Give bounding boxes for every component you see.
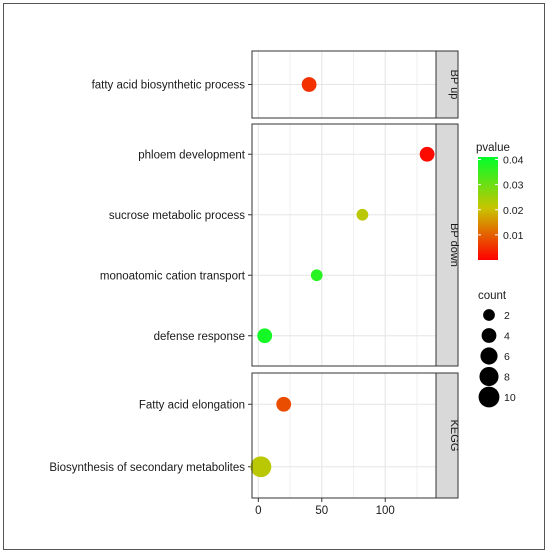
panel-background xyxy=(252,124,436,366)
y-tick-label: fatty acid biosynthetic process xyxy=(92,80,246,92)
colorbar-tick-label: 0.01 xyxy=(503,230,524,242)
colorbar-tick-label: 0.02 xyxy=(503,205,524,217)
facet-strip xyxy=(435,123,459,367)
legend-size-key xyxy=(483,309,495,321)
y-tick-label: Biosynthesis of secondary metabolites xyxy=(49,462,245,474)
data-point xyxy=(310,269,323,282)
colorbar-tick-label: 0.04 xyxy=(503,155,524,167)
facet-strip xyxy=(435,372,459,499)
data-point xyxy=(257,328,273,344)
data-point xyxy=(356,208,369,221)
pvalue-colorbar xyxy=(478,157,498,260)
legend-size-label: 8 xyxy=(504,372,510,384)
data-point xyxy=(301,77,317,92)
data-point xyxy=(250,456,272,478)
colorbar-tick-label: 0.03 xyxy=(503,180,524,192)
y-tick-label: monoatomic cation transport xyxy=(100,270,246,282)
x-tick-label: 100 xyxy=(376,505,395,517)
panel-background xyxy=(252,373,436,498)
facet-strip-label: KEGG xyxy=(448,420,460,452)
legend-size-key xyxy=(481,328,497,343)
data-point xyxy=(419,146,435,162)
legend-size-label: 4 xyxy=(504,331,510,343)
legend-pvalue-title: pvalue xyxy=(476,142,510,154)
x-tick-label: 50 xyxy=(315,505,328,517)
y-tick-label: defense response xyxy=(154,331,245,343)
legend-size-key xyxy=(478,386,500,408)
legend-size-label: 2 xyxy=(504,310,510,322)
facet-strip-label: BP up xyxy=(448,70,460,100)
legend-size-key xyxy=(480,347,498,365)
facet-strip-label: BP down xyxy=(448,223,460,267)
legend-size-label: 6 xyxy=(504,351,510,363)
facet-strip xyxy=(435,50,459,119)
legend-size-label: 10 xyxy=(504,392,516,404)
y-tick-label: phloem development xyxy=(138,149,246,161)
y-tick-label: Fatty acid elongation xyxy=(139,399,245,411)
y-tick-label: sucrose metabolic process xyxy=(109,210,245,222)
legend-size-key xyxy=(479,366,499,387)
legend-count-title: count xyxy=(478,290,507,302)
data-point xyxy=(276,396,292,412)
x-tick-label: 0 xyxy=(255,505,261,517)
